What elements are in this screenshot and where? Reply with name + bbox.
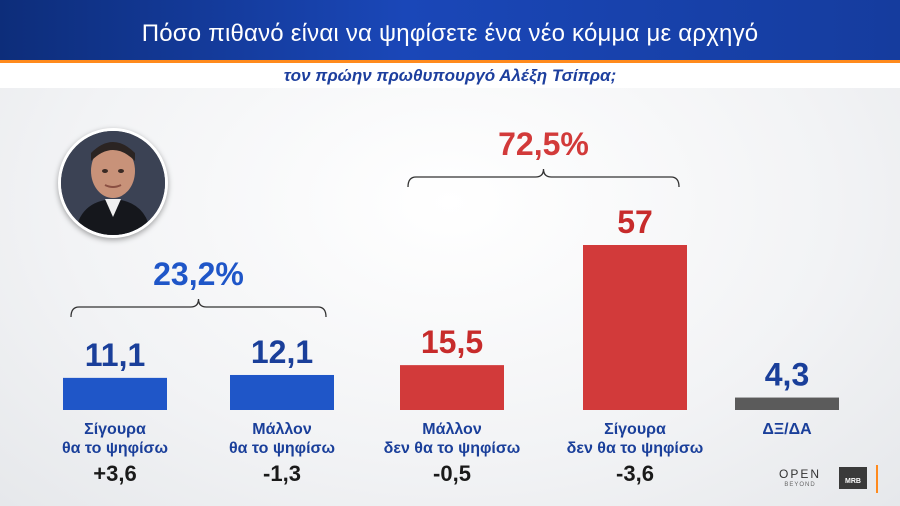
category-label-3-line-1: Μάλλον bbox=[422, 421, 482, 438]
category-label-4-line-2: δεν θα το ψηφίσω bbox=[567, 440, 704, 457]
bar-1 bbox=[63, 377, 167, 410]
change-label-4: -3,6 bbox=[616, 461, 654, 486]
bar-3 bbox=[400, 365, 504, 410]
open-logo: OPEN BEYOND bbox=[776, 467, 824, 488]
category-label-1-line-1: Σίγουρα bbox=[84, 421, 146, 438]
category-label-5-line-1: ΔΞ/ΔΑ bbox=[762, 421, 812, 438]
group-bracket-2 bbox=[407, 168, 680, 188]
bar-2 bbox=[230, 374, 334, 410]
value-label-2: 12,1 bbox=[251, 334, 313, 370]
change-label-3: -0,5 bbox=[433, 461, 471, 486]
mrb-logo: MRB bbox=[839, 467, 867, 489]
title-banner: Πόσο πιθανό είναι να ψηφίσετε ένα νέο κό… bbox=[0, 0, 900, 60]
category-label-2-line-1: Μάλλον bbox=[252, 421, 312, 438]
politician-photo bbox=[58, 128, 168, 238]
category-label-2-line-2: θα το ψηφίσω bbox=[229, 440, 335, 457]
value-label-4: 57 bbox=[617, 204, 653, 240]
change-label-2: -1,3 bbox=[263, 461, 301, 486]
bar-4 bbox=[583, 245, 687, 410]
category-label-4-line-1: Σίγουρα bbox=[604, 421, 666, 438]
group-total-1: 23,2% bbox=[153, 256, 244, 292]
logo-divider bbox=[876, 465, 878, 493]
value-label-1: 11,1 bbox=[85, 337, 146, 373]
group-total-2: 72,5% bbox=[498, 126, 589, 162]
category-label-3-line-2: δεν θα το ψηφίσω bbox=[384, 440, 521, 457]
open-logo-subtext: BEYOND bbox=[784, 482, 816, 488]
value-label-3: 15,5 bbox=[421, 324, 483, 360]
group-bracket-1 bbox=[70, 298, 327, 317]
change-label-1: +3,6 bbox=[93, 461, 136, 486]
category-label-1-line-2: θα το ψηφίσω bbox=[62, 440, 168, 457]
chart-title: Πόσο πιθανό είναι να ψηφίσετε ένα νέο κό… bbox=[141, 20, 759, 47]
subtitle-bar: τον πρώην πρωθυπουργό Αλέξη Τσίπρα; bbox=[0, 60, 900, 88]
bar-5 bbox=[735, 397, 839, 410]
open-logo-text: OPEN bbox=[778, 467, 821, 481]
value-label-5: 4,3 bbox=[765, 357, 809, 393]
chart-subtitle: τον πρώην πρωθυπουργό Αλέξη Τσίπρα; bbox=[283, 66, 617, 85]
